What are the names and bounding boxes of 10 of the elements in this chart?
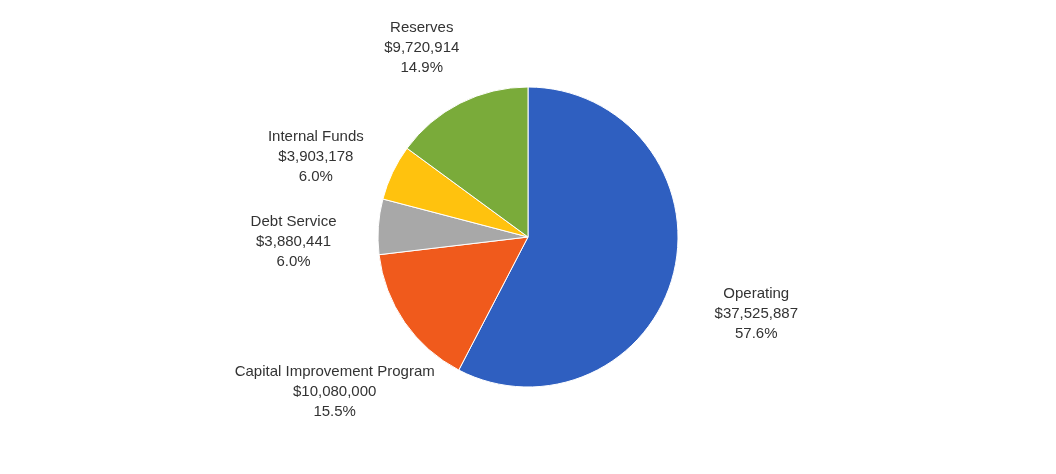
slice-label: Internal Funds [267,126,364,144]
data-label: $3,903,178 6.0% [278,146,354,184]
data-label: $3,880,441 6.0% [256,231,332,269]
data-label: $9,720,914 14.9% [384,38,460,76]
data-label: $37,525,887 57.6% [714,303,798,341]
slice-label: Debt Service [250,211,337,229]
data-label: $10,080,000 15.5% [292,381,377,419]
slice-label: Reserves [390,18,454,36]
slice-label: Operating [723,283,790,301]
slice-label: Capital Improvement Program [234,361,435,379]
